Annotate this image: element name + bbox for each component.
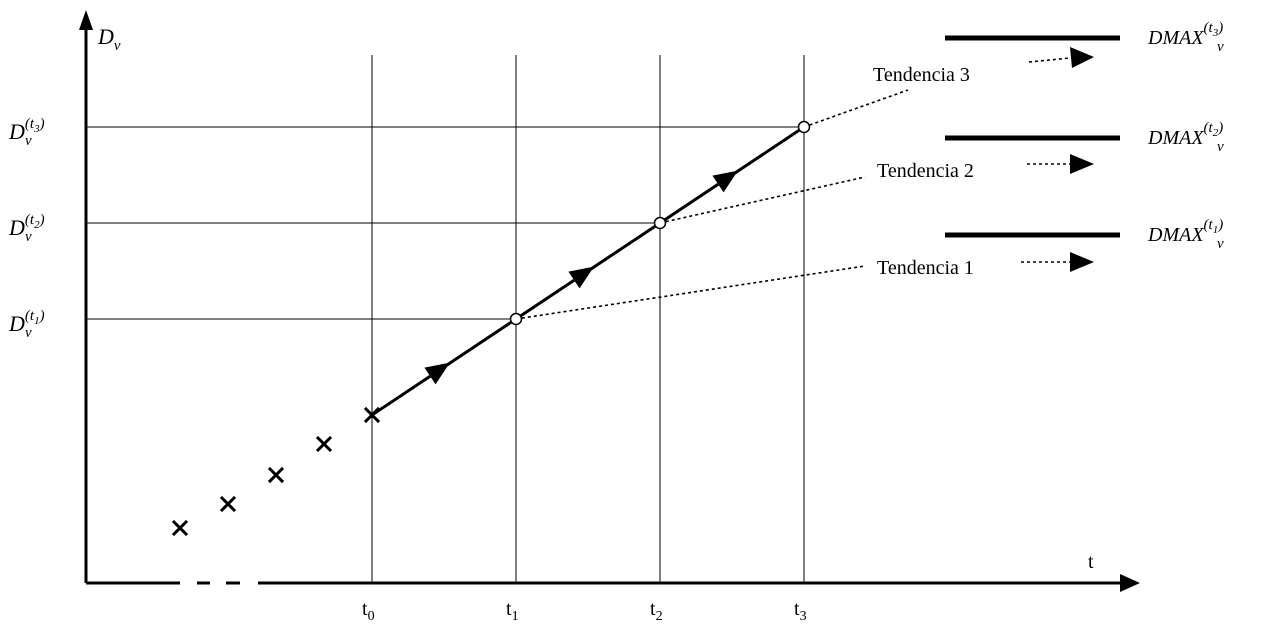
- x-tick-label-t2: t2: [650, 598, 663, 624]
- y-tick-label-dt1-sub: v: [25, 325, 32, 341]
- dmax-label-t1: DMAX(t1): [1147, 217, 1223, 246]
- sample-point-t3: [797, 120, 811, 134]
- dmax-label-t3-sub: v: [1217, 39, 1224, 55]
- x-axis-arrowhead: [1120, 574, 1140, 592]
- tendency-2-line: [659, 176, 866, 224]
- historical-markers: [171, 406, 381, 537]
- dmax-label-t1-sub: v: [1217, 236, 1224, 252]
- limit-labels: DMAX(t1) v DMAX(t2) v DMAX(t3) v: [1147, 20, 1224, 252]
- tendency-1-line: [515, 265, 866, 320]
- x-tick-labels: t0 t1 t2 t3: [362, 598, 807, 624]
- axes: [79, 10, 1140, 592]
- cross-marker: [171, 519, 189, 537]
- y-tick-label-dt1: D(t1): [8, 308, 45, 336]
- grid: [86, 55, 805, 583]
- cross-marker: [315, 435, 333, 453]
- tendency-labels: Tendencia 1 Tendencia 2 Tendencia 3: [873, 64, 974, 279]
- tendency-3-label: Tendencia 3: [873, 64, 970, 86]
- dmax-label-t3: DMAX(t3): [1147, 20, 1223, 49]
- limit-bars: [945, 35, 1120, 238]
- trajectory: [371, 125, 805, 417]
- sample-point-t1: [509, 312, 523, 326]
- cross-marker: [219, 495, 237, 513]
- y-axis-label: Dv: [97, 24, 121, 54]
- y-tick-label-dt2-sub: v: [25, 229, 32, 245]
- tendency-1-label: Tendencia 1: [877, 257, 974, 279]
- direction-arrow: [712, 170, 738, 193]
- y-tick-label-dt2: D(t2): [8, 212, 45, 240]
- cross-marker: [267, 466, 285, 484]
- x-tick-label-t3: t3: [794, 598, 807, 624]
- tendency-3-line: [803, 89, 909, 128]
- limit-arrow-1-head: [1070, 252, 1094, 272]
- sample-points: [509, 120, 811, 326]
- y-tick-label-dt3: D(t3): [8, 116, 45, 144]
- limit-arrows: [1021, 47, 1094, 272]
- limit-arrow-2-head: [1070, 154, 1094, 174]
- limit-arrow-3-line: [1028, 57, 1071, 63]
- sample-point-t2: [653, 216, 667, 230]
- x-tick-label-t0: t0: [362, 598, 375, 624]
- direction-arrow: [424, 362, 450, 385]
- x-axis-label: t: [1088, 551, 1094, 573]
- y-tick-labels: D(t1) v D(t2) v D(t3) v: [8, 116, 45, 341]
- dmax-label-t2-sub: v: [1217, 139, 1224, 155]
- y-tick-label-dt3-sub: v: [25, 133, 32, 149]
- tendency-2-label: Tendencia 2: [877, 160, 974, 182]
- direction-arrow: [568, 266, 594, 289]
- tendency-projections: [515, 89, 909, 320]
- limit-arrow-3-head: [1070, 47, 1094, 68]
- y-axis-arrowhead: [79, 10, 93, 30]
- x-tick-label-t1: t1: [506, 598, 519, 624]
- dmax-label-t2: DMAX(t2): [1147, 120, 1223, 149]
